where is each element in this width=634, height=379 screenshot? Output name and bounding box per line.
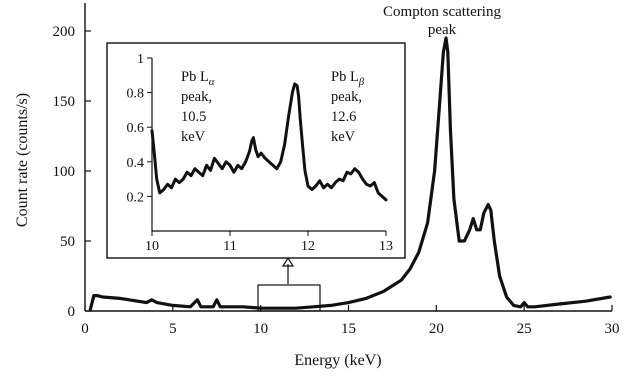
inset-plot: 10 11 12 130.20.40.60.81 Pb Lα peak, 10.5 k…: [106, 42, 406, 259]
x-tick-label: 30: [605, 321, 620, 337]
compton-annotation-line-1: Compton scattering: [383, 4, 501, 20]
alpha-subscript: α: [209, 76, 215, 88]
beta-subscript: β: [358, 76, 365, 88]
inset-y-tick-label: 1: [137, 52, 144, 67]
y-tick-label: 0: [68, 304, 76, 320]
zoom-arrow-head: [281, 256, 295, 267]
pb-l-alpha-line-3: keV: [181, 129, 206, 145]
pb-l-beta-text: Pb L: [331, 69, 359, 85]
y-tick-label: 150: [53, 94, 76, 110]
x-tick-label: 15: [341, 321, 356, 337]
inset-y-tick-label: 0.2: [127, 190, 145, 205]
pb-l-beta-label: Pb Lβ: [331, 69, 365, 88]
pb-l-alpha-label: Pb Lα: [181, 69, 215, 88]
y-tick-label: 50: [60, 234, 75, 250]
inset-x-tick-label: 12: [301, 239, 315, 254]
x-tick-label: 25: [517, 321, 532, 337]
x-tick-label: 10: [253, 321, 268, 337]
pb-l-beta-line-2: 12.6: [331, 109, 356, 125]
inset-series-line: [150, 82, 388, 202]
x-tick-label: 0: [81, 321, 89, 337]
inset-x-tick-label: 11: [223, 239, 236, 254]
pb-l-alpha-line-2: 10.5: [181, 109, 206, 125]
main-series-line: [88, 36, 612, 312]
x-axis-title: Energy (keV): [294, 352, 381, 369]
inset-y-tick-label: 0.8: [127, 87, 145, 102]
y-axis-title: Count rate (counts/s): [14, 93, 31, 227]
inset-x-tick-label: 13: [379, 239, 393, 254]
x-tick-label: 20: [429, 321, 444, 337]
pb-l-beta-line-3: keV: [331, 129, 356, 145]
inset-x-tick-label: 10: [145, 239, 159, 254]
inset-y-tick-label: 0.4: [127, 156, 145, 171]
zoom-region-box: [257, 284, 321, 312]
pb-l-alpha-line-1: peak,: [181, 89, 212, 105]
inset-y-tick-label: 0.6: [127, 121, 145, 136]
pb-l-beta-line-1: peak,: [331, 89, 362, 105]
x-tick-label: 5: [169, 321, 177, 337]
pb-l-alpha-text: Pb L: [181, 69, 209, 85]
y-tick-label: 200: [53, 24, 76, 40]
y-tick-label: 100: [53, 164, 76, 180]
main-plot: 0 5 10 15 20 25 30 0 50 100 150 200 Energy (keV) Co…: [14, 3, 620, 369]
compton-annotation-line-2: peak: [428, 22, 457, 38]
